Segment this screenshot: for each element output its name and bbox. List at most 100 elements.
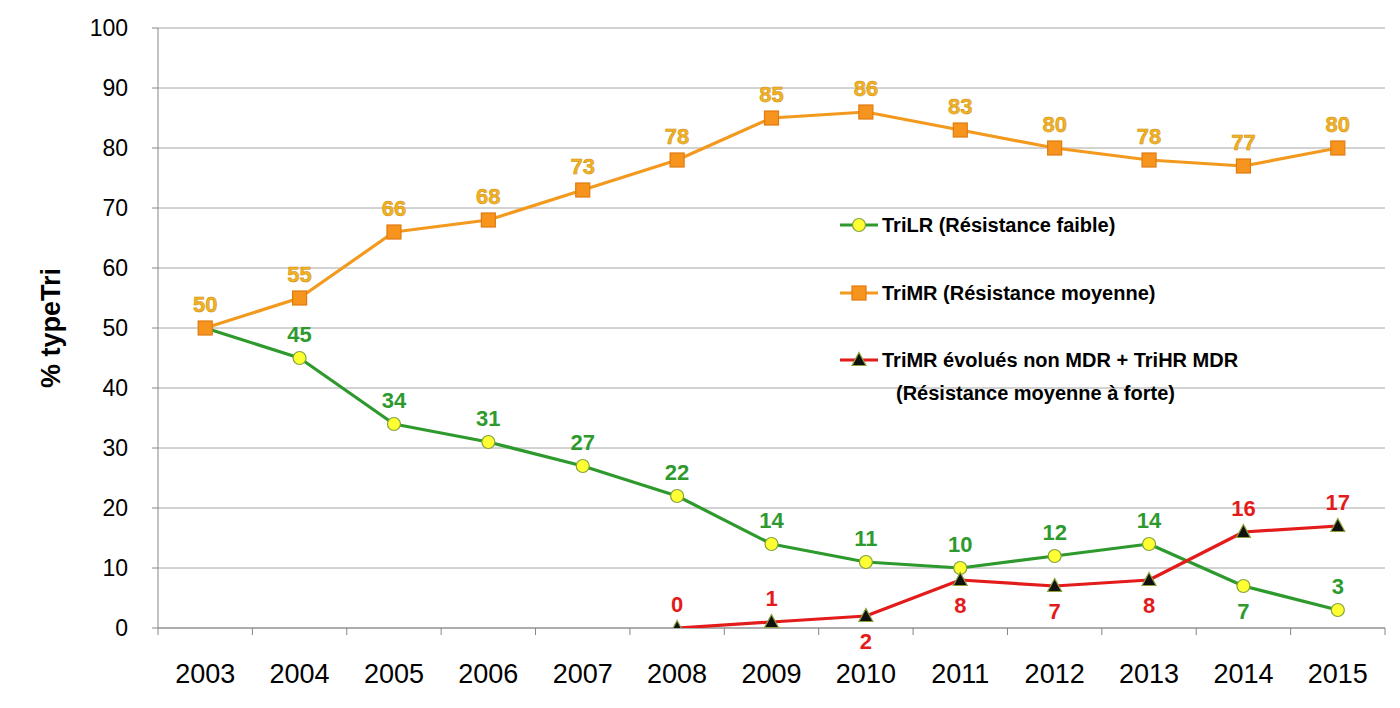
marker bbox=[852, 353, 866, 366]
x-tick bbox=[1385, 628, 1386, 635]
x-tick bbox=[724, 628, 725, 635]
marker bbox=[1143, 538, 1156, 551]
y-tick-label: 60 bbox=[102, 255, 128, 281]
marker bbox=[576, 183, 590, 197]
series-line bbox=[205, 328, 1338, 610]
data-label: 77 bbox=[1231, 130, 1255, 155]
data-label: 68 bbox=[476, 184, 500, 209]
marker bbox=[1048, 141, 1062, 155]
chart: 0102030405060708090100200320042005200620… bbox=[0, 0, 1400, 708]
x-tick-label: 2015 bbox=[1308, 659, 1368, 689]
marker bbox=[1331, 604, 1344, 617]
marker bbox=[852, 286, 866, 300]
marker bbox=[1331, 141, 1345, 155]
x-tick bbox=[1196, 628, 1197, 635]
data-label: 85 bbox=[759, 82, 783, 107]
y-tick-label: 20 bbox=[102, 495, 128, 521]
legend-label: TriMR (Résistance moyenne) bbox=[882, 282, 1155, 304]
x-tick-label: 2007 bbox=[553, 659, 613, 689]
data-label: 1 bbox=[765, 586, 777, 611]
data-label: 8 bbox=[954, 593, 966, 618]
x-tick bbox=[346, 628, 347, 635]
data-label: 86 bbox=[854, 76, 878, 101]
data-label: 12 bbox=[1042, 520, 1066, 545]
x-tick-label: 2004 bbox=[270, 659, 330, 689]
marker bbox=[387, 225, 401, 239]
y-tick bbox=[152, 88, 158, 89]
data-label: 8 bbox=[1143, 593, 1155, 618]
marker bbox=[1236, 525, 1250, 538]
x-tick bbox=[1101, 628, 1102, 635]
marker bbox=[1048, 579, 1062, 592]
marker bbox=[1331, 519, 1345, 532]
x-tick bbox=[252, 628, 253, 635]
y-tick-label: 30 bbox=[102, 435, 128, 461]
data-label: 83 bbox=[948, 94, 972, 119]
data-label: 7 bbox=[1049, 599, 1061, 624]
data-label: 0 bbox=[671, 592, 683, 617]
marker bbox=[576, 460, 589, 473]
x-tick-label: 2012 bbox=[1025, 659, 1085, 689]
grid-line bbox=[158, 448, 1385, 449]
marker bbox=[1236, 159, 1250, 173]
data-label: 31 bbox=[476, 406, 500, 431]
x-tick bbox=[158, 628, 159, 635]
marker bbox=[293, 352, 306, 365]
data-label: 78 bbox=[665, 124, 689, 149]
x-tick bbox=[441, 628, 442, 635]
marker bbox=[293, 291, 307, 305]
data-label: 73 bbox=[570, 154, 594, 179]
data-labels: 4534312722141110121473012878161750556668… bbox=[193, 76, 1350, 654]
y-tick-label: 90 bbox=[102, 75, 128, 101]
data-label: 66 bbox=[382, 196, 406, 221]
legend-label: TriLR (Résistance faible) bbox=[882, 214, 1115, 236]
y-tick-label: 10 bbox=[102, 555, 128, 581]
x-tick bbox=[913, 628, 914, 635]
marker bbox=[765, 538, 778, 551]
marker bbox=[859, 609, 873, 622]
grid-line bbox=[158, 208, 1385, 209]
marker bbox=[671, 490, 684, 503]
x-tick bbox=[535, 628, 536, 635]
data-label: 2 bbox=[860, 629, 872, 654]
x-tick bbox=[818, 628, 819, 635]
marker bbox=[859, 556, 872, 569]
data-label: 17 bbox=[1326, 490, 1350, 515]
marker bbox=[1142, 153, 1156, 167]
marker bbox=[199, 322, 212, 335]
marker bbox=[1142, 573, 1156, 586]
x-tick bbox=[1007, 628, 1008, 635]
grid-line bbox=[158, 148, 1385, 149]
plot-area bbox=[198, 105, 1345, 628]
x-tick-label: 2011 bbox=[931, 659, 989, 689]
marker bbox=[853, 219, 866, 232]
legend: TriLR (Résistance faible) TriMR (Résistan… bbox=[840, 214, 1239, 404]
x-tick-label: 2003 bbox=[175, 659, 235, 689]
x-tick bbox=[1290, 628, 1291, 635]
x-tick-label: 2014 bbox=[1213, 659, 1273, 689]
marker bbox=[953, 573, 967, 586]
y-tick bbox=[152, 628, 158, 629]
series-line bbox=[677, 526, 1338, 628]
marker bbox=[765, 615, 779, 628]
y-tick-label: 80 bbox=[102, 135, 128, 161]
data-label: 3 bbox=[1332, 574, 1344, 599]
series-line bbox=[205, 112, 1338, 328]
y-tick bbox=[152, 448, 158, 449]
x-tick-label: 2008 bbox=[647, 659, 707, 689]
x-tick bbox=[629, 628, 630, 635]
marker bbox=[765, 111, 779, 125]
x-tick-label: 2010 bbox=[836, 659, 896, 689]
data-label: 78 bbox=[1137, 124, 1161, 149]
marker bbox=[859, 105, 873, 119]
data-label: 80 bbox=[1326, 112, 1350, 137]
y-tick bbox=[152, 328, 158, 329]
marker bbox=[198, 321, 212, 335]
marker bbox=[670, 621, 684, 629]
y-tick bbox=[152, 568, 158, 569]
y-tick bbox=[152, 208, 158, 209]
data-label: 16 bbox=[1231, 496, 1255, 521]
y-tick bbox=[152, 388, 158, 389]
data-label: 11 bbox=[854, 526, 877, 551]
data-label: 14 bbox=[1137, 508, 1162, 533]
